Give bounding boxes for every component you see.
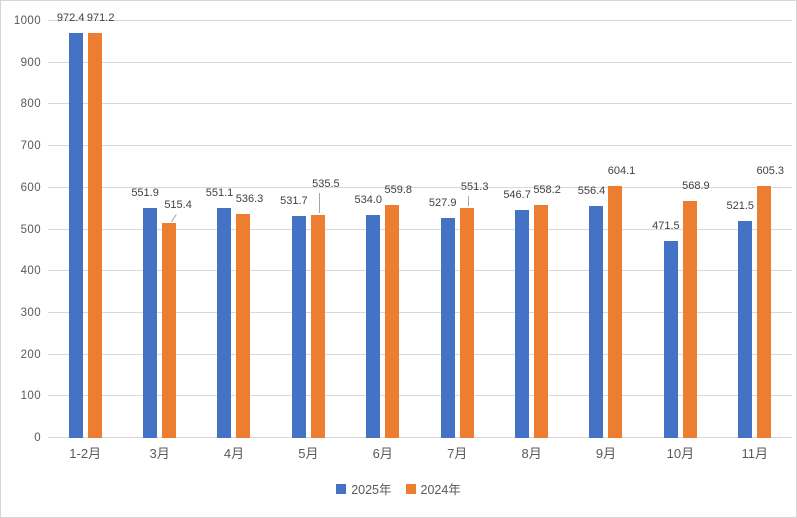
label-leader-line	[318, 192, 320, 213]
gridline	[48, 395, 792, 397]
gridline	[48, 61, 792, 63]
legend: 2025年 2024年	[1, 479, 796, 498]
legend-label: 2025年	[351, 483, 392, 497]
x-axis-label: 9月	[595, 446, 617, 461]
y-axis-tick-label: 0	[34, 432, 41, 444]
legend-label: 2024年	[420, 483, 461, 497]
data-label: 971.2	[86, 12, 115, 25]
gridline	[48, 103, 792, 105]
data-label: 605.3	[756, 164, 785, 177]
category-column: 551.1 536.3	[197, 21, 271, 438]
category-column: 534.0 559.8	[346, 21, 420, 438]
data-label: 546.7	[503, 189, 531, 202]
bar-2025年-11月[interactable]	[738, 220, 753, 438]
y-axis-tick-label: 400	[20, 265, 41, 278]
y-axis-tick-label: 1000	[13, 15, 41, 27]
category-column: 972.4 971.2	[48, 12, 122, 438]
gridline	[48, 270, 792, 272]
y-axis-tick-label: 600	[20, 181, 41, 194]
x-axis-label: 11月	[741, 446, 769, 461]
bar-2024年-3月[interactable]	[162, 223, 177, 438]
category-column: 556.4 604.1	[569, 21, 643, 438]
bar-2024年-5月[interactable]	[310, 214, 325, 438]
gridline	[48, 437, 792, 438]
y-axis-tick-label: 700	[20, 140, 41, 153]
bar-2024年-9月[interactable]	[608, 186, 623, 438]
label-leader-line	[171, 214, 177, 223]
data-label: 558.2	[533, 184, 561, 197]
x-axis-label: 4月	[223, 446, 245, 461]
y-axis-tick-label: 200	[20, 348, 41, 361]
y-axis-tick-label: 900	[20, 56, 41, 69]
x-axis-label: 8月	[521, 446, 542, 461]
data-label: 534.0	[354, 194, 383, 207]
x-axis-label: 10月	[666, 446, 695, 461]
category-column: 521.5 605.3	[718, 21, 792, 438]
data-label: 551.1	[205, 187, 234, 200]
data-label: 531.7	[280, 195, 308, 208]
bar-2025年-6月[interactable]	[366, 215, 381, 438]
gridline	[48, 20, 792, 21]
data-label: 604.1	[607, 165, 636, 178]
data-label: 559.8	[384, 183, 413, 196]
bar-2025年-7月[interactable]	[440, 217, 455, 438]
category-column: 471.5 568.9	[643, 21, 717, 438]
category-column: 546.7 558.2	[494, 21, 568, 438]
bar-2024年-10月[interactable]	[682, 200, 697, 438]
gridline	[48, 186, 792, 188]
bar-2025年-8月[interactable]	[515, 210, 530, 438]
data-label: 972.4	[56, 11, 85, 24]
bar-2025年-4月[interactable]	[217, 208, 232, 438]
legend-item-2024年[interactable]: 2024年	[405, 479, 461, 498]
category-column: 531.7 535.5	[271, 21, 345, 438]
bar-2024年-1-2月[interactable]	[87, 33, 102, 438]
x-axis-label: 1-2月	[69, 446, 102, 461]
data-label: 471.5	[652, 220, 680, 233]
bar-2025年-1-2月[interactable]	[68, 32, 83, 438]
x-axis-label: 5月	[298, 446, 319, 461]
category-column: 527.9 551.3	[420, 21, 494, 438]
gridline	[48, 145, 792, 147]
bar-2024年-8月[interactable]	[534, 205, 549, 438]
data-label: 551.9	[131, 186, 159, 199]
data-label: 556.4	[577, 184, 606, 197]
x-axis-label: 6月	[372, 446, 393, 461]
y-axis-tick-label: 800	[20, 98, 41, 111]
y-axis-tick-label: 100	[20, 390, 41, 403]
data-label: 551.3	[460, 181, 489, 194]
bar-2025年-10月[interactable]	[663, 241, 678, 438]
y-axis-tick-label: 300	[20, 306, 41, 319]
x-axis-label: 7月	[447, 446, 468, 461]
data-label: 536.3	[235, 193, 264, 206]
label-leader-line	[467, 196, 469, 207]
gridline	[48, 228, 792, 230]
bar-2025年-3月[interactable]	[143, 207, 158, 438]
legend-swatch-icon	[405, 483, 416, 494]
y-axis-tick-label: 500	[20, 223, 41, 236]
category-column: 551.9 515.4	[122, 21, 196, 438]
legend-item-2025年[interactable]: 2025年	[336, 479, 392, 498]
x-axis-label: 3月	[149, 446, 170, 461]
legend-swatch-icon	[336, 483, 347, 494]
bar-2025年-9月[interactable]	[589, 205, 604, 438]
data-label: 515.4	[164, 199, 192, 212]
bar-2024年-4月[interactable]	[236, 214, 251, 438]
data-label: 535.5	[312, 177, 340, 190]
bar-2024年-11月[interactable]	[757, 185, 772, 438]
data-label: 521.5	[726, 199, 755, 212]
bar-2025年-5月[interactable]	[291, 216, 306, 438]
gridline	[48, 353, 792, 355]
data-label: 568.9	[682, 179, 710, 192]
data-label: 527.9	[428, 196, 457, 209]
bar-2024年-6月[interactable]	[385, 204, 400, 438]
bar-2024年-7月[interactable]	[459, 208, 474, 438]
plot-area: 972.4 971.2 551.9 515.4 551.1 536.3 531.7 535.5…	[48, 12, 792, 438]
gridline	[48, 311, 792, 313]
